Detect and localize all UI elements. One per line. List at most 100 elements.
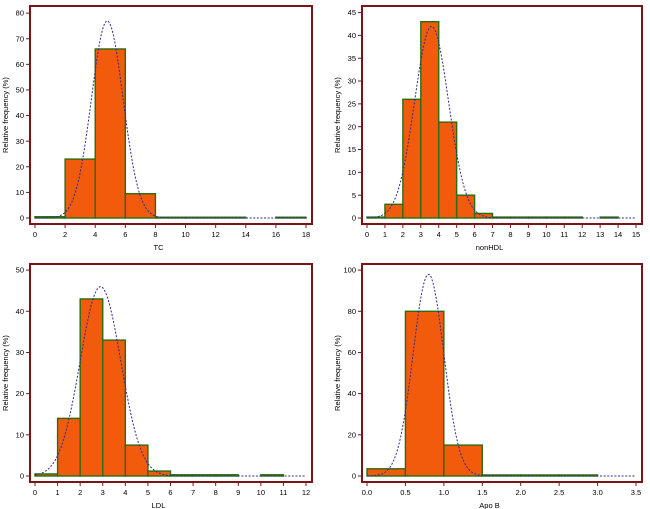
bar-apob xyxy=(404,310,445,477)
y-tick-label-apob: 60 xyxy=(348,348,356,357)
panel-tc: 0 10 20 30 40 50 60 70 80 0 2 4 6 8 10 12 14 16 18 TC Relati… xyxy=(1,5,313,252)
x-tick-label-nonhdl: 4 xyxy=(437,230,441,239)
bar-apob xyxy=(366,468,407,477)
x-tick-label-ldl: 11 xyxy=(280,488,288,497)
bar-nonhdl xyxy=(438,121,458,219)
y-tick-label-tc: 10 xyxy=(16,188,24,197)
plot-frame-tc xyxy=(29,5,313,225)
y-tick-label-nonhdl: 15 xyxy=(348,145,356,154)
y-tick-label-apob: 0 xyxy=(352,472,356,481)
panel-apob: 0 20 40 60 80 100 0.0 0.5 1.0 1.5 2.0 2.5 3.0 3.5 Apo … xyxy=(333,263,643,509)
x-tick-label-apob: 3.0 xyxy=(592,488,602,497)
y-tick-label-tc: 80 xyxy=(16,9,24,18)
y-tick-label-apob: 80 xyxy=(348,307,356,316)
x-tick-label-nonhdl: 13 xyxy=(596,230,604,239)
x-tick-label-nonhdl: 10 xyxy=(542,230,550,239)
x-tick-label-nonhdl: 2 xyxy=(401,230,405,239)
x-tick-label-apob: 1.5 xyxy=(477,488,487,497)
y-axis-title-ldl: Relative frequency (%) xyxy=(1,335,10,411)
x-tick-label-nonhdl: 15 xyxy=(632,230,640,239)
x-axis-title-tc: TC xyxy=(154,243,165,252)
x-tick-label-tc: 18 xyxy=(302,230,310,239)
bar-apob xyxy=(558,474,599,477)
y-tick-label-apob: 100 xyxy=(343,266,356,275)
x-tick-label-ldl: 5 xyxy=(146,488,150,497)
x-tick-label-nonhdl: 8 xyxy=(508,230,512,239)
y-axis-title-tc: Relative frequency (%) xyxy=(1,77,10,153)
bar-ldl xyxy=(124,444,149,477)
y-tick-label-nonhdl: 25 xyxy=(348,99,356,108)
y-tick-label-ldl: 40 xyxy=(16,307,24,316)
y-tick-label-nonhdl: 45 xyxy=(348,8,356,17)
x-tick-label-nonhdl: 7 xyxy=(490,230,494,239)
y-tick-label-nonhdl: 5 xyxy=(352,191,356,200)
y-tick-label-ldl: 50 xyxy=(16,266,24,275)
x-tick-label-nonhdl: 3 xyxy=(419,230,423,239)
bar-nonhdl xyxy=(420,20,440,219)
y-tick-label-nonhdl: 10 xyxy=(348,168,356,177)
x-tick-label-apob: 0.0 xyxy=(362,488,372,497)
normal-curve-ldl xyxy=(34,286,306,477)
y-tick-label-tc: 20 xyxy=(16,162,24,171)
y-tick-label-nonhdl: 0 xyxy=(352,214,356,223)
x-tick-label-ldl: 10 xyxy=(257,488,265,497)
y-tick-label-tc: 30 xyxy=(16,137,24,146)
x-tick-label-ldl: 4 xyxy=(123,488,127,497)
x-tick-label-tc: 10 xyxy=(181,230,189,239)
x-axis-title-nonhdl: nonHDL xyxy=(476,243,504,252)
x-tick-label-tc: 2 xyxy=(63,230,67,239)
x-tick-label-nonhdl: 9 xyxy=(526,230,530,239)
y-tick-label-tc: 60 xyxy=(16,60,24,69)
x-tick-label-nonhdl: 5 xyxy=(455,230,459,239)
y-tick-label-nonhdl: 20 xyxy=(348,122,356,131)
x-tick-label-tc: 14 xyxy=(242,230,250,239)
plot-frame-apob xyxy=(361,263,643,483)
x-tick-label-nonhdl: 12 xyxy=(578,230,586,239)
plot-frame-nonhdl xyxy=(361,5,643,225)
normal-curve-tc xyxy=(35,20,306,219)
plot-frame-ldl xyxy=(29,263,313,483)
x-tick-label-apob: 1.0 xyxy=(439,488,449,497)
y-tick-label-nonhdl: 30 xyxy=(348,77,356,86)
x-tick-label-ldl: 8 xyxy=(214,488,218,497)
x-tick-label-ldl: 0 xyxy=(33,488,37,497)
x-tick-label-tc: 0 xyxy=(33,230,37,239)
x-tick-label-apob: 0.5 xyxy=(400,488,410,497)
bar-ldl xyxy=(102,339,127,477)
x-tick-label-tc: 16 xyxy=(272,230,280,239)
bar-tc xyxy=(214,216,247,219)
x-tick-label-nonhdl: 1 xyxy=(383,230,387,239)
normal-curve-nonhdl xyxy=(366,25,636,219)
x-axis-title-apob: Apo B xyxy=(479,501,499,509)
x-tick-label-tc: 4 xyxy=(93,230,97,239)
y-tick-label-ldl: 20 xyxy=(16,389,24,398)
normal-curve-apob xyxy=(366,273,636,477)
bar-ldl xyxy=(214,474,239,477)
x-tick-label-ldl: 9 xyxy=(236,488,240,497)
bar-tc xyxy=(124,192,157,219)
y-axis-title-apob: Relative frequency (%) xyxy=(333,335,342,411)
bar-tc xyxy=(64,158,96,219)
x-tick-label-tc: 8 xyxy=(153,230,157,239)
y-tick-label-nonhdl: 35 xyxy=(348,54,356,63)
x-tick-label-ldl: 1 xyxy=(55,488,59,497)
y-tick-label-nonhdl: 40 xyxy=(348,31,356,40)
x-tick-label-tc: 6 xyxy=(123,230,127,239)
bar-apob xyxy=(443,444,483,477)
bar-nonhdl xyxy=(455,194,476,219)
x-tick-label-ldl: 6 xyxy=(168,488,172,497)
y-tick-label-tc: 50 xyxy=(16,86,24,95)
bar-tc xyxy=(94,48,127,219)
y-tick-label-tc: 0 xyxy=(20,214,24,223)
x-tick-label-ldl: 3 xyxy=(101,488,105,497)
y-tick-label-ldl: 10 xyxy=(16,430,24,439)
x-tick-label-ldl: 2 xyxy=(78,488,82,497)
x-tick-label-tc: 12 xyxy=(211,230,219,239)
y-axis-title-nonhdl: Relative frequency (%) xyxy=(333,77,342,153)
x-tick-label-apob: 2.0 xyxy=(515,488,525,497)
y-tick-label-ldl: 0 xyxy=(20,472,24,481)
x-axis-title-ldl: LDL xyxy=(152,501,166,509)
